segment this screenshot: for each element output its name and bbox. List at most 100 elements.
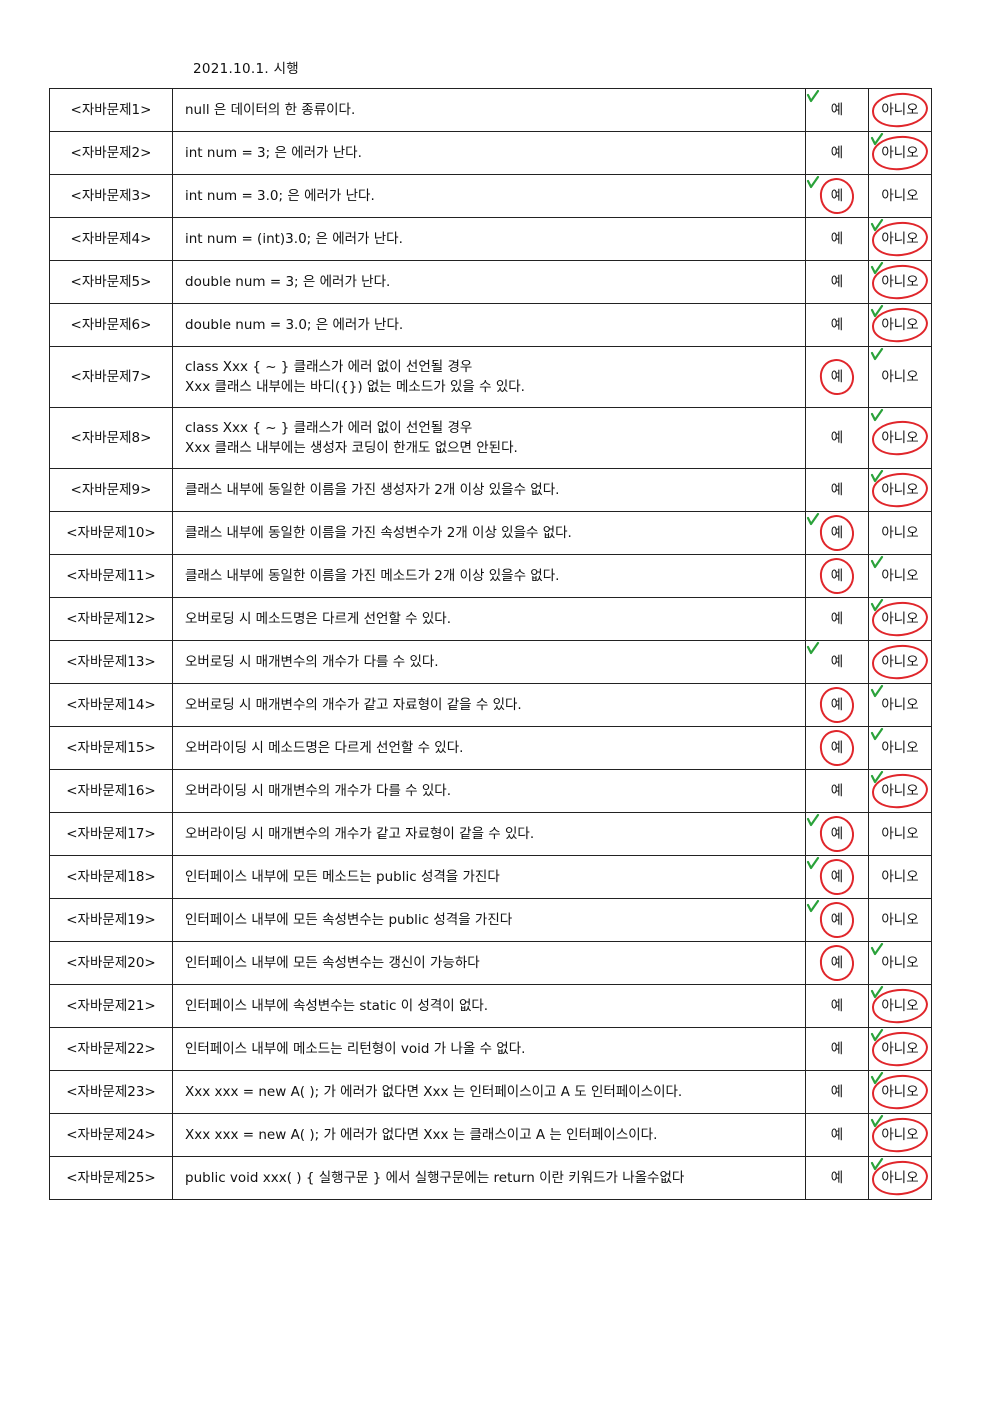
answer-yes[interactable]: 예 <box>805 407 869 469</box>
question-text: 인터페이스 내부에 속성변수는 static 이 성격이 없다. <box>172 984 806 1028</box>
answer-yes[interactable]: 예 <box>805 855 869 899</box>
question-number: <자바문제25> <box>49 1156 173 1200</box>
question-number: <자바문제5> <box>49 260 173 304</box>
green-check-mark-icon <box>806 176 820 189</box>
question-text: 오버로딩 시 메소드명은 다르게 선언할 수 있다. <box>172 597 806 641</box>
question-text: 인터페이스 내부에 모든 속성변수는 public 성격을 가진다 <box>172 898 806 942</box>
answer-yes[interactable]: 예 <box>805 984 869 1028</box>
answer-no[interactable]: 아니오 <box>868 346 932 408</box>
answer-no[interactable]: 아니오 <box>868 812 932 856</box>
question-text-line: 오버라이딩 시 매개변수의 개수가 같고 자료형이 같을 수 있다. <box>185 826 535 842</box>
answer-yes[interactable]: 예 <box>805 174 869 218</box>
question-text-line: 클래스 내부에 동일한 이름을 가진 속성변수가 2개 이상 있을수 없다. <box>185 525 572 541</box>
answer-no-label: 아니오 <box>881 317 919 333</box>
answer-no[interactable]: 아니오 <box>868 468 932 512</box>
question-text-line: 오버로딩 시 메소드명은 다르게 선언할 수 있다. <box>185 611 452 627</box>
answer-yes[interactable]: 예 <box>805 683 869 727</box>
answer-yes[interactable]: 예 <box>805 898 869 942</box>
answer-no[interactable]: 아니오 <box>868 941 932 985</box>
question-row: <자바문제14> 오버로딩 시 매개변수의 개수가 같고 자료형이 같을 수 있다… <box>49 683 932 727</box>
question-number: <자바문제12> <box>49 597 173 641</box>
question-number: <자바문제19> <box>49 898 173 942</box>
answer-yes[interactable]: 예 <box>805 941 869 985</box>
question-number: <자바문제4> <box>49 217 173 261</box>
answer-no[interactable]: 아니오 <box>868 260 932 304</box>
answer-yes-label: 예 <box>830 611 844 627</box>
question-text-line: Xxx xxx = new A( ); 가 에러가 없다면 Xxx 는 클래스이… <box>185 1127 658 1143</box>
answer-yes[interactable]: 예 <box>805 303 869 347</box>
answer-no[interactable]: 아니오 <box>868 984 932 1028</box>
answer-no[interactable]: 아니오 <box>868 1156 932 1200</box>
answer-yes[interactable]: 예 <box>805 1070 869 1114</box>
answer-no[interactable]: 아니오 <box>868 1027 932 1071</box>
answer-yes[interactable]: 예 <box>805 640 869 684</box>
answer-no[interactable]: 아니오 <box>868 898 932 942</box>
answer-yes-label: 예 <box>830 430 844 446</box>
answer-no[interactable]: 아니오 <box>868 174 932 218</box>
answer-yes[interactable]: 예 <box>805 1156 869 1200</box>
question-text: 오버로딩 시 매개변수의 개수가 다를 수 있다. <box>172 640 806 684</box>
answer-yes-label: 예 <box>830 317 844 333</box>
answer-yes[interactable]: 예 <box>805 597 869 641</box>
answer-yes[interactable]: 예 <box>805 812 869 856</box>
answer-no[interactable]: 아니오 <box>868 554 932 598</box>
answer-yes[interactable]: 예 <box>805 511 869 555</box>
question-text: class Xxx { ~ } 클래스가 에러 없이 선언될 경우 Xxx 클래스… <box>172 346 806 408</box>
question-text-line: Xxx 클래스 내부에는 생성자 코딩이 한개도 없으면 안된다. <box>185 440 518 456</box>
answer-no[interactable]: 아니오 <box>868 407 932 469</box>
answer-yes-label: 예 <box>830 826 844 842</box>
answer-no[interactable]: 아니오 <box>868 511 932 555</box>
answer-no[interactable]: 아니오 <box>868 640 932 684</box>
answer-yes[interactable]: 예 <box>805 1027 869 1071</box>
answer-no-label: 아니오 <box>881 145 919 161</box>
answer-yes[interactable]: 예 <box>805 554 869 598</box>
question-row: <자바문제7> class Xxx { ~ } 클래스가 에러 없이 선언될 경우… <box>49 346 932 408</box>
answer-yes[interactable]: 예 <box>805 131 869 175</box>
question-row: <자바문제2> int num = 3; 은 에러가 난다. 예 아니오 <box>49 131 932 175</box>
green-check-mark-icon <box>806 90 820 103</box>
question-number: <자바문제1> <box>49 88 173 132</box>
answer-no[interactable]: 아니오 <box>868 683 932 727</box>
answer-no[interactable]: 아니오 <box>868 131 932 175</box>
question-row: <자바문제13> 오버로딩 시 매개변수의 개수가 다를 수 있다. 예 아니오 <box>49 640 932 684</box>
answer-no[interactable]: 아니오 <box>868 88 932 132</box>
answer-yes-label: 예 <box>830 1127 844 1143</box>
answer-yes[interactable]: 예 <box>805 217 869 261</box>
question-row: <자바문제24> Xxx xxx = new A( ); 가 에러가 없다면 Xx… <box>49 1113 932 1157</box>
answer-no[interactable]: 아니오 <box>868 597 932 641</box>
question-text-line: 인터페이스 내부에 속성변수는 static 이 성격이 없다. <box>185 998 489 1014</box>
answer-no-label: 아니오 <box>881 955 919 971</box>
answer-yes[interactable]: 예 <box>805 726 869 770</box>
question-text: 오버라이딩 시 메소드명은 다르게 선언할 수 있다. <box>172 726 806 770</box>
quiz-table-body: <자바문제1> null 은 데이터의 한 종류이다. 예 아니오 <자바문제2> int… <box>49 88 932 1200</box>
answer-no-label: 아니오 <box>881 697 919 713</box>
green-check-mark-icon <box>870 348 884 361</box>
answer-no-label: 아니오 <box>881 430 919 446</box>
answer-no[interactable]: 아니오 <box>868 855 932 899</box>
question-text: 오버라이딩 시 매개변수의 개수가 다를 수 있다. <box>172 769 806 813</box>
question-text: Xxx xxx = new A( ); 가 에러가 없다면 Xxx 는 클래스이… <box>172 1113 806 1157</box>
answer-no[interactable]: 아니오 <box>868 1070 932 1114</box>
question-text-line: 오버라이딩 시 메소드명은 다르게 선언할 수 있다. <box>185 740 464 756</box>
answer-yes[interactable]: 예 <box>805 1113 869 1157</box>
answer-yes[interactable]: 예 <box>805 468 869 512</box>
question-row: <자바문제8> class Xxx { ~ } 클래스가 에러 없이 선언될 경우… <box>49 407 932 469</box>
answer-no-label: 아니오 <box>881 188 919 204</box>
answer-no[interactable]: 아니오 <box>868 726 932 770</box>
answer-yes[interactable]: 예 <box>805 88 869 132</box>
question-text: 인터페이스 내부에 모든 속성변수는 갱신이 가능하다 <box>172 941 806 985</box>
question-text-line: 오버로딩 시 매개변수의 개수가 다를 수 있다. <box>185 654 439 670</box>
answer-no[interactable]: 아니오 <box>868 303 932 347</box>
question-text-line: 클래스 내부에 동일한 이름을 가진 생성자가 2개 이상 있을수 없다. <box>185 482 560 498</box>
answer-yes[interactable]: 예 <box>805 769 869 813</box>
question-row: <자바문제16> 오버라이딩 시 매개변수의 개수가 다를 수 있다. 예 아니오 <box>49 769 932 813</box>
question-text: class Xxx { ~ } 클래스가 에러 없이 선언될 경우 Xxx 클래스… <box>172 407 806 469</box>
question-row: <자바문제21> 인터페이스 내부에 속성변수는 static 이 성격이 없다.… <box>49 984 932 1028</box>
question-number: <자바문제7> <box>49 346 173 408</box>
answer-yes[interactable]: 예 <box>805 260 869 304</box>
question-number: <자바문제24> <box>49 1113 173 1157</box>
answer-no[interactable]: 아니오 <box>868 1113 932 1157</box>
answer-no[interactable]: 아니오 <box>868 769 932 813</box>
answer-yes[interactable]: 예 <box>805 346 869 408</box>
answer-no[interactable]: 아니오 <box>868 217 932 261</box>
